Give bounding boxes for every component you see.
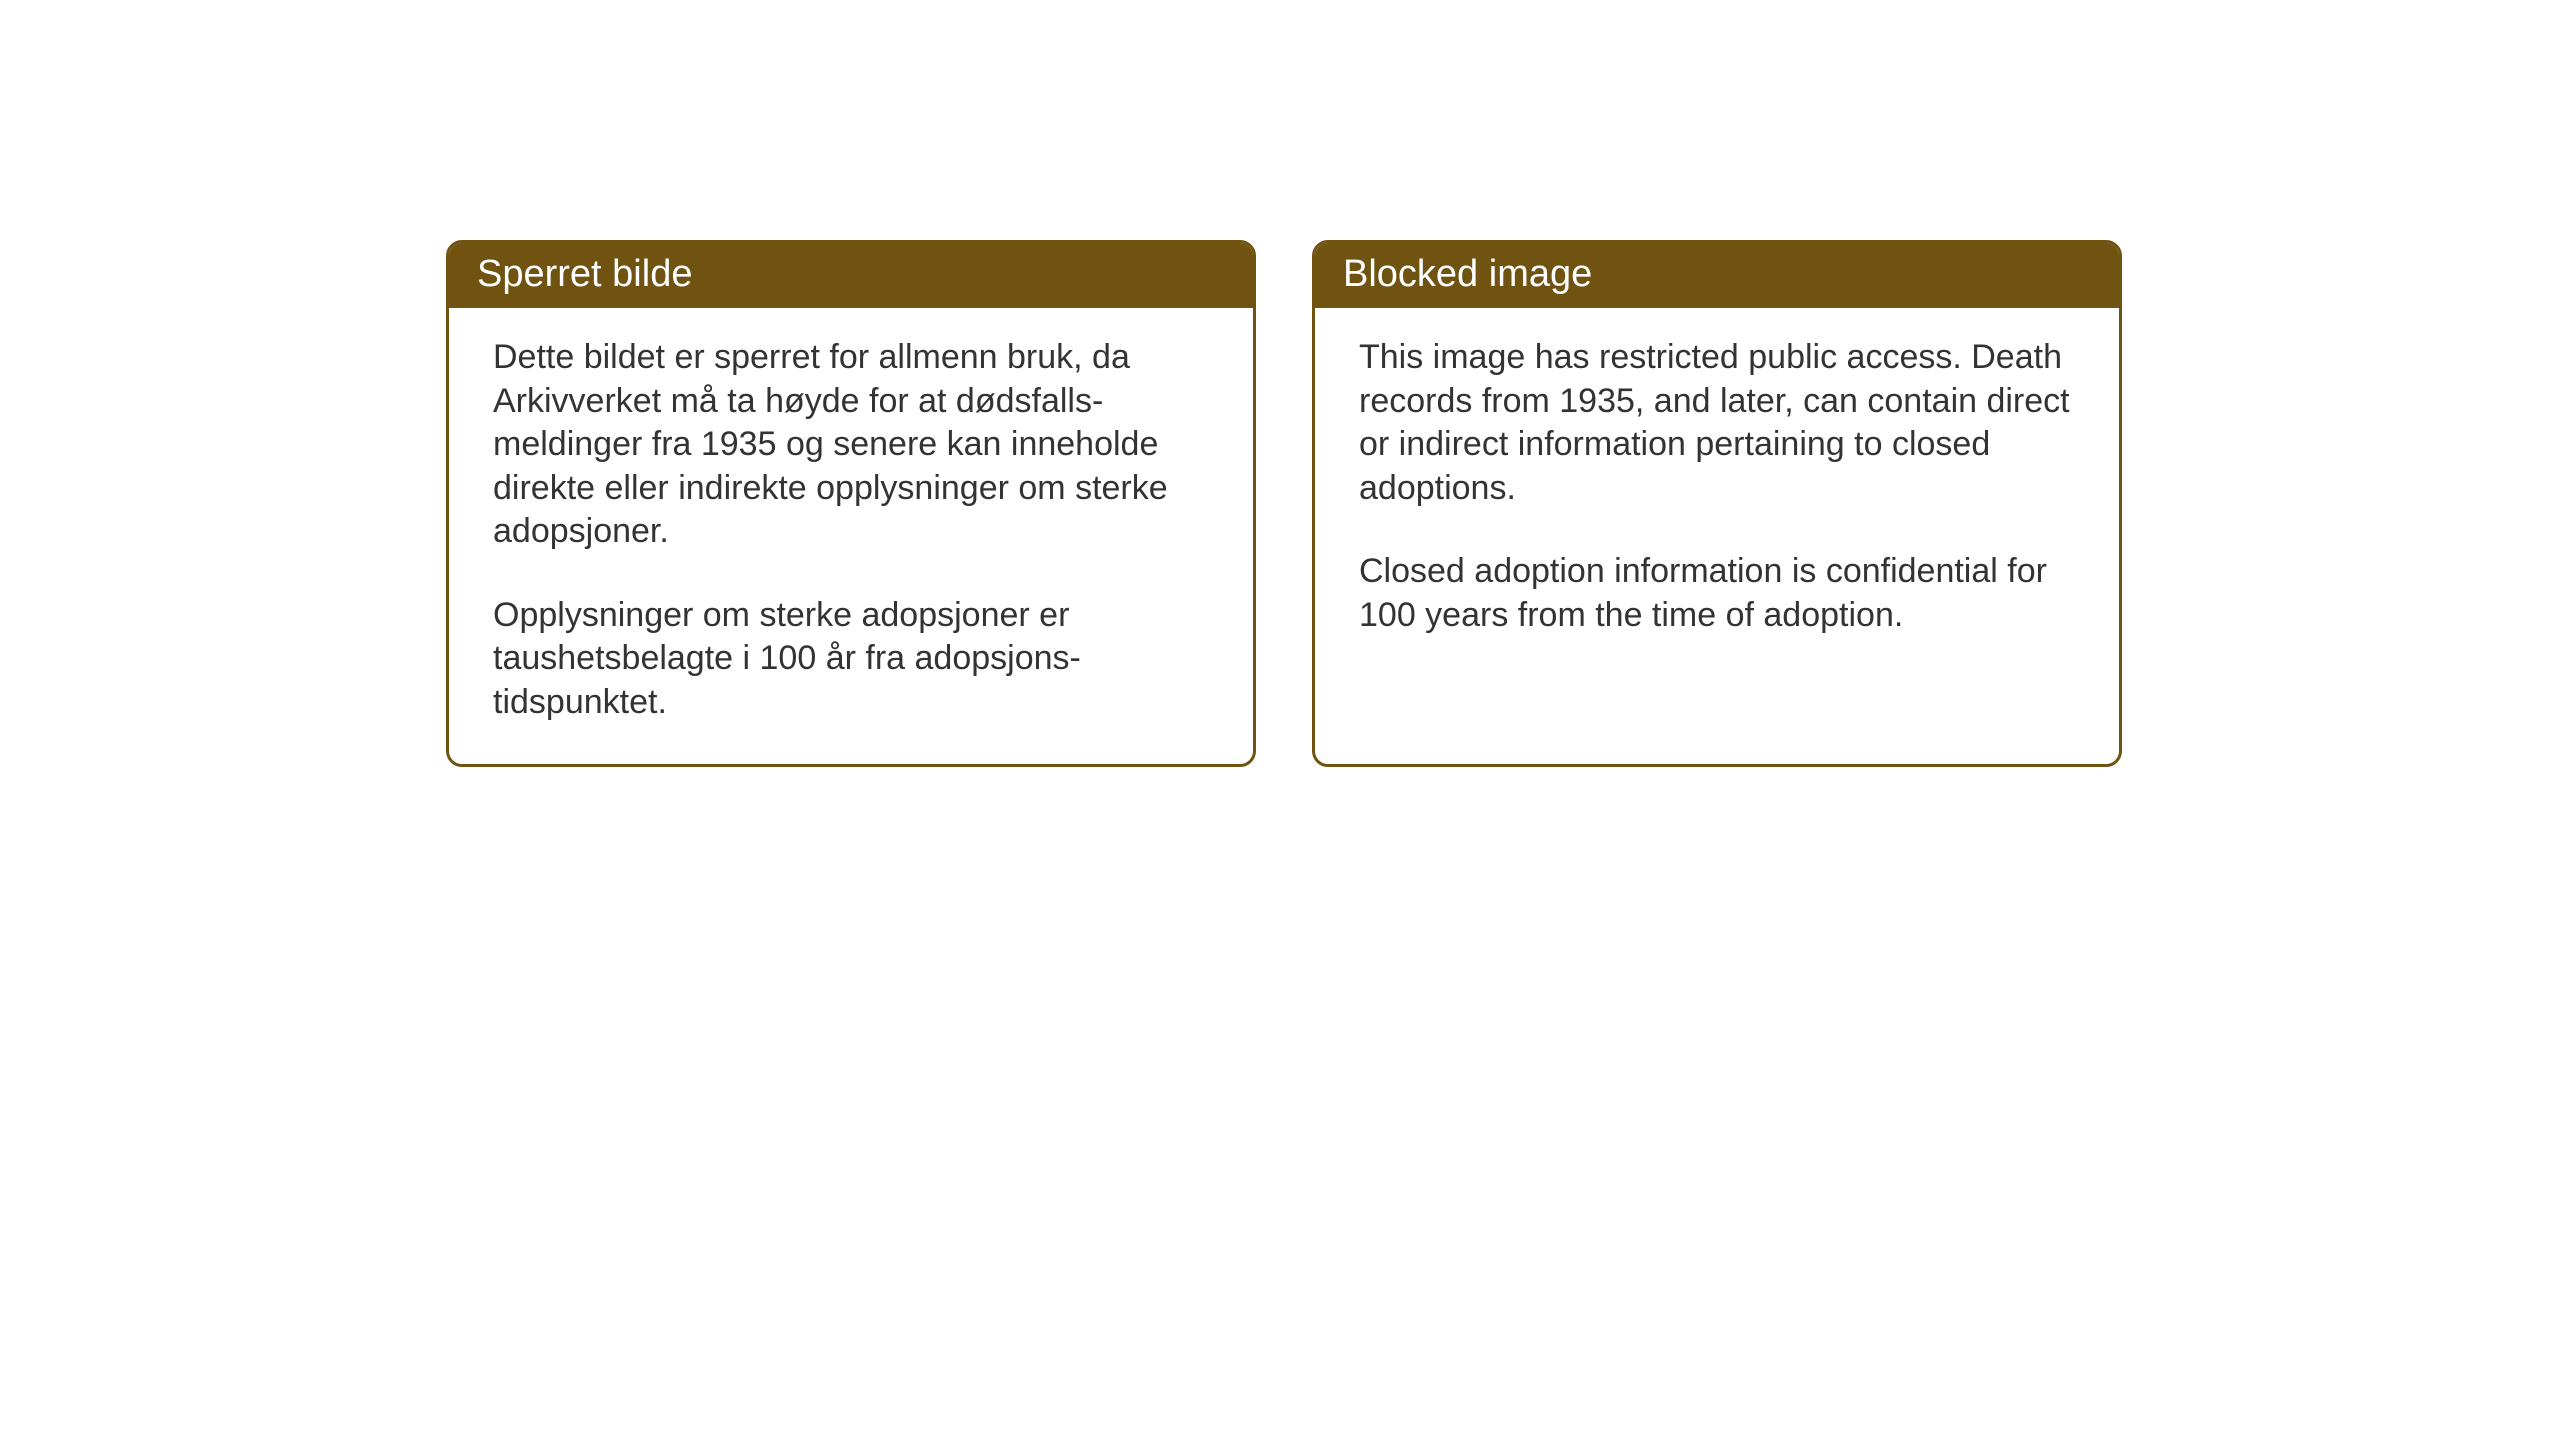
- notice-paragraph: Opplysninger om sterke adopsjoner er tau…: [493, 594, 1209, 725]
- notice-paragraph: Closed adoption information is confident…: [1359, 550, 2075, 637]
- notice-paragraph: This image has restricted public access.…: [1359, 336, 2075, 510]
- notice-container: Sperret bilde Dette bildet er sperret fo…: [446, 240, 2122, 767]
- notice-header-english: Blocked image: [1315, 243, 2119, 308]
- notice-header-norwegian: Sperret bilde: [449, 243, 1253, 308]
- notice-box-english: Blocked image This image has restricted …: [1312, 240, 2122, 767]
- notice-paragraph: Dette bildet er sperret for allmenn bruk…: [493, 336, 1209, 554]
- notice-body-english: This image has restricted public access.…: [1315, 308, 2119, 677]
- notice-box-norwegian: Sperret bilde Dette bildet er sperret fo…: [446, 240, 1256, 767]
- notice-body-norwegian: Dette bildet er sperret for allmenn bruk…: [449, 308, 1253, 764]
